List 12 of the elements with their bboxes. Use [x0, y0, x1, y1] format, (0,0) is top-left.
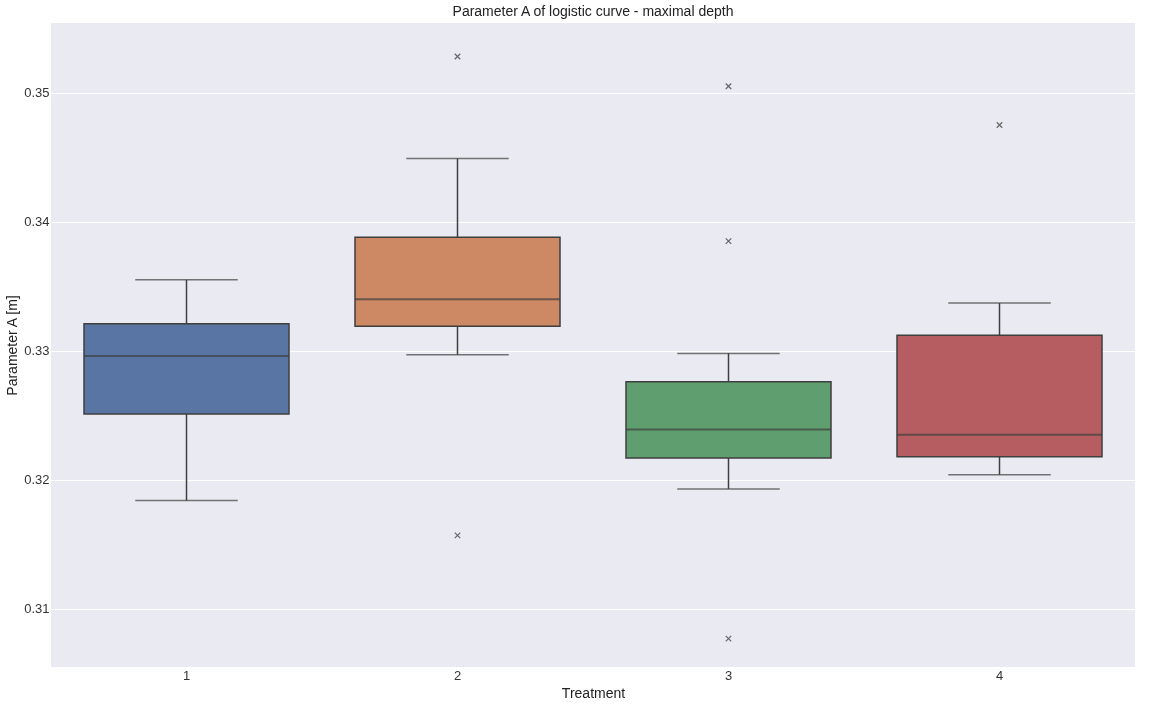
y-axis-title: Parameter A [m] — [4, 295, 21, 396]
x-tick-label: 2 — [453, 667, 462, 683]
x-tick-label: 1 — [182, 667, 191, 683]
y-tick-label: 0.34 — [24, 214, 50, 230]
y-tick-label: 0.31 — [24, 601, 50, 617]
x-tick-label: 4 — [995, 667, 1004, 683]
x-tick-label: 3 — [724, 667, 733, 683]
y-tick-label: 0.33 — [24, 343, 50, 359]
x-axis-title: Treatment — [561, 684, 626, 701]
y-tick-label: 0.32 — [24, 472, 50, 488]
chart-title: Parameter A of logistic curve - maximal depth — [452, 3, 734, 19]
y-tick-label: 0.35 — [24, 85, 50, 101]
